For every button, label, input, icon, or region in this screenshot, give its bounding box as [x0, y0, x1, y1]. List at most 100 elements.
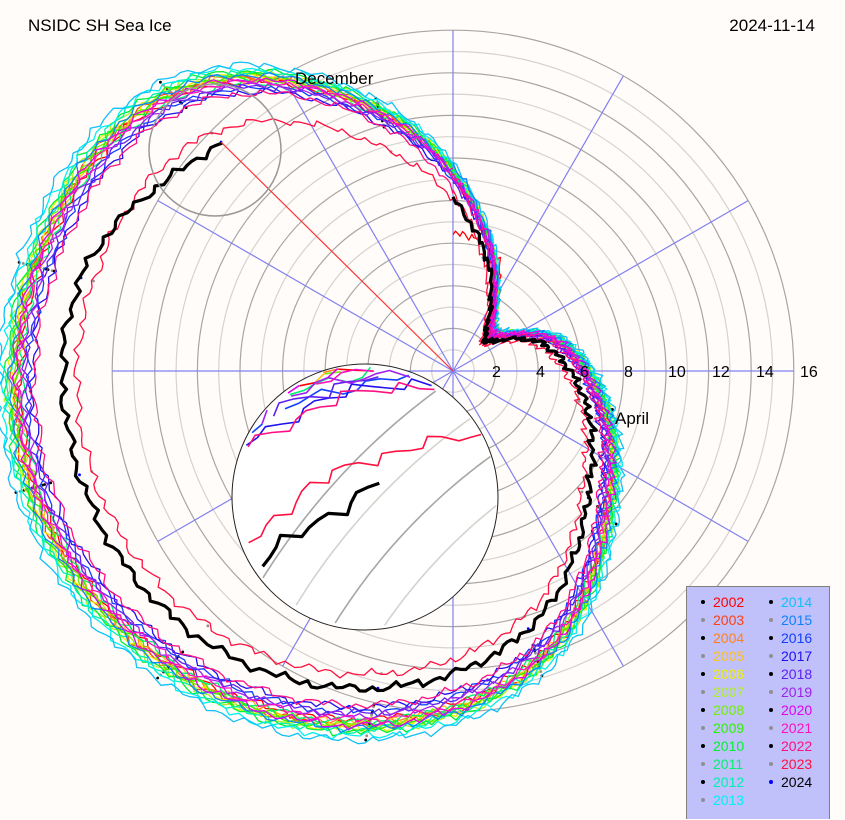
magnified-curve-2024 [261, 481, 380, 568]
magnifier-source-circle [148, 83, 282, 217]
legend-label: 2012 [713, 774, 745, 790]
radius-tick-label: 10 [668, 364, 686, 381]
plot-core [0, 29, 795, 745]
month-label: December [295, 69, 374, 88]
magnifier-inset [245, 367, 497, 626]
year-curves [0, 61, 626, 745]
spoke [452, 75, 624, 372]
legend-marker-icon [701, 708, 705, 713]
radius-tick-label: 4 [536, 364, 545, 381]
marker-2019 [533, 651, 537, 655]
legend-marker-icon [701, 762, 705, 767]
legend-marker-icon [769, 636, 773, 641]
legend-item-2019: 2019 [755, 683, 812, 701]
legend-label: 2015 [781, 612, 813, 628]
legend-marker-icon [701, 618, 705, 623]
legend-label: 2002 [713, 594, 745, 610]
legend-label: 2005 [713, 648, 745, 664]
legend-label: 2008 [713, 702, 745, 718]
curve-2014 [0, 61, 626, 745]
legend-label: 2016 [781, 630, 813, 646]
radius-tick-label: 16 [800, 364, 818, 381]
legend-item-2024: 2024 [755, 773, 812, 791]
legend-item-2012: 2012 [687, 773, 744, 791]
legend-column-2: 2014 2015 2016 2017 2018 2019 2020 2021 2022 2023… [755, 593, 812, 791]
legend-marker-icon [701, 690, 705, 695]
legend-label: 2017 [781, 648, 813, 664]
legend-label: 2014 [781, 594, 813, 610]
legend-item-2021: 2021 [755, 719, 812, 737]
legend-label: 2009 [713, 720, 745, 736]
magnified-curve-2023 [248, 433, 482, 544]
legend-marker-icon [769, 618, 773, 623]
current-day-pointer [220, 141, 454, 372]
legend-item-2022: 2022 [755, 737, 812, 755]
magnified-curve-2019 [261, 369, 411, 424]
radius-tick-labels: 2 4 6 8 10 12 14 16 [492, 364, 818, 381]
legend-marker-icon [701, 744, 705, 749]
marker-2024 [78, 473, 81, 477]
legend-item-2016: 2016 [755, 629, 812, 647]
marker-2023 [206, 624, 210, 628]
legend-item-2015: 2015 [755, 611, 812, 629]
legend: 2002 2003 2004 2005 2006 2007 2008 2009 2010 2011… [686, 586, 830, 819]
legend-marker-icon [701, 654, 705, 659]
legend-item-2009: 2009 [687, 719, 744, 737]
legend-marker-icon [769, 762, 773, 767]
legend-label: 2018 [781, 666, 813, 682]
magnified-ring [262, 390, 437, 579]
magnified-curve-2016 [251, 374, 410, 434]
radius-tick-label: 8 [624, 364, 633, 381]
legend-marker-icon [769, 654, 773, 659]
legend-label: 2020 [781, 702, 813, 718]
legend-item-2005: 2005 [687, 647, 744, 665]
legend-marker-icon [701, 672, 705, 677]
legend-item-2004: 2004 [687, 629, 744, 647]
legend-label: 2004 [713, 630, 745, 646]
month-label: April [615, 409, 649, 428]
marker-2013 [365, 734, 369, 738]
legend-marker-icon [769, 744, 773, 749]
marker-2019 [370, 713, 373, 717]
legend-item-2007: 2007 [687, 683, 744, 701]
magnifier-inset-border [231, 363, 499, 631]
marker-2014 [614, 522, 618, 526]
legend-label: 2021 [781, 720, 813, 736]
marker-2013 [21, 262, 25, 265]
legend-marker-icon [769, 708, 773, 713]
legend-item-2008: 2008 [687, 701, 744, 719]
legend-marker-icon [701, 636, 705, 641]
legend-marker-icon [701, 780, 705, 785]
legend-label: 2022 [781, 738, 813, 754]
chart-title: NSIDC SH Sea Ice [28, 16, 172, 35]
legend-marker-icon [769, 690, 773, 695]
legend-item-2018: 2018 [755, 665, 812, 683]
legend-item-2002: 2002 [687, 593, 744, 611]
chart-date: 2024-11-14 [729, 16, 815, 35]
legend-item-2020: 2020 [755, 701, 812, 719]
marker-2013 [375, 101, 379, 104]
legend-label: 2019 [781, 684, 813, 700]
marker-2023 [577, 400, 581, 403]
legend-item-2017: 2017 [755, 647, 812, 665]
legend-column-1: 2002 2003 2004 2005 2006 2007 2008 2009 2010 2011… [687, 593, 744, 809]
spoke [452, 370, 624, 667]
legend-marker-icon [769, 780, 773, 785]
marker-2024 [526, 627, 530, 631]
legend-marker-icon [701, 726, 705, 731]
legend-label: 2003 [713, 612, 745, 628]
legend-label: 2013 [713, 792, 745, 808]
legend-marker-icon [769, 672, 773, 677]
legend-label: 2010 [713, 738, 745, 754]
magnifier-inset-background [232, 364, 498, 630]
marker-2022 [181, 650, 185, 654]
curve-2024 [59, 141, 598, 693]
radius-tick-label: 6 [580, 364, 589, 381]
legend-item-2013: 2013 [687, 791, 744, 809]
legend-item-2003: 2003 [687, 611, 744, 629]
magnified-ring [334, 455, 491, 624]
curve-2020 [11, 77, 617, 731]
radius-tick-label: 14 [756, 364, 774, 381]
marker-2014 [156, 676, 160, 680]
legend-marker-icon [769, 726, 773, 731]
